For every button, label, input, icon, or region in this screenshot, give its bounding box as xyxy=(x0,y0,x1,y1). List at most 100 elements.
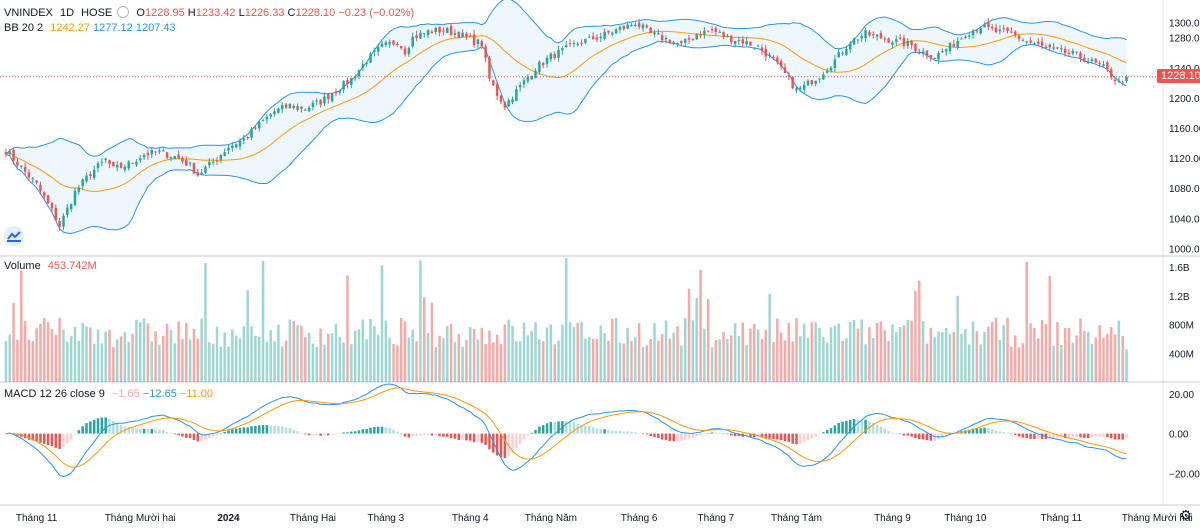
time-tick-label: Tháng Mười hai xyxy=(1122,513,1193,524)
macd-histogram-bar xyxy=(971,428,975,434)
candle-body xyxy=(511,99,514,103)
candle-body xyxy=(50,202,54,209)
time-tick-label: Tháng Tám xyxy=(771,513,822,524)
volume-bar xyxy=(580,321,583,382)
candle-body xyxy=(227,147,230,151)
candle-body xyxy=(265,116,269,120)
candle-body xyxy=(1056,47,1059,49)
macd-histogram-bar xyxy=(438,433,441,437)
candle-body xyxy=(311,102,315,108)
macd-histogram-bar xyxy=(54,433,58,448)
candle-body xyxy=(257,121,261,129)
volume-bar xyxy=(315,347,319,382)
time-tick-label: Tháng 9 xyxy=(874,513,911,524)
volume-bar xyxy=(327,333,330,382)
volume-bar xyxy=(35,328,38,382)
volume-legend[interactable]: Volume 453.742M xyxy=(4,260,97,272)
macd-histogram-bar xyxy=(269,425,272,434)
candle-body xyxy=(438,26,441,33)
candle-body xyxy=(223,152,226,156)
volume-bar xyxy=(461,346,464,382)
macd-histogram-bar xyxy=(541,425,545,434)
candle-body xyxy=(580,42,583,44)
macd-histogram-bar xyxy=(181,433,184,437)
exchange: HOSE xyxy=(81,7,113,19)
macd-histogram-bar xyxy=(292,429,295,434)
macd-histogram-bar xyxy=(733,433,737,437)
volume-bar xyxy=(73,326,77,382)
macd-histogram-bar xyxy=(1083,433,1086,438)
candle-body xyxy=(1090,59,1094,62)
macd-histogram-bar xyxy=(472,433,476,443)
volume-bar xyxy=(772,341,775,382)
candle-body xyxy=(845,48,848,55)
bb-legend[interactable]: BB 20 2 1242.27 1277.12 1207.43 xyxy=(4,22,176,34)
candle-body xyxy=(756,45,760,47)
candle-body xyxy=(549,53,553,60)
candle-body xyxy=(484,46,487,58)
volume-bar xyxy=(31,341,35,382)
volume-bar xyxy=(1106,333,1109,382)
candle-body xyxy=(699,34,702,36)
candle-body xyxy=(614,29,618,34)
volume-bar xyxy=(645,345,649,382)
bollinger-band-lines xyxy=(5,0,1127,234)
candle-body xyxy=(158,150,161,152)
macd-histogram-bar xyxy=(158,429,161,434)
candle-body xyxy=(273,111,276,115)
macd-histogram-bar xyxy=(426,433,430,435)
candle-body xyxy=(35,180,38,183)
macd-histogram-bar xyxy=(776,433,779,440)
volume-bar xyxy=(119,336,123,382)
macd-histogram-bar xyxy=(588,425,591,434)
candle-body xyxy=(622,25,626,29)
macd-histogram-bar xyxy=(718,432,721,434)
candle-body xyxy=(396,43,399,46)
bb-basis-value: 1242.27 xyxy=(50,22,90,34)
price-tick-label: 1120.00 xyxy=(1169,154,1200,165)
candle-body xyxy=(1098,62,1101,65)
macd-histogram-bar xyxy=(185,433,188,438)
volume-bar xyxy=(1044,323,1048,382)
volume-bar xyxy=(557,340,560,382)
macd-histogram-bar xyxy=(837,422,840,434)
macd-histogram-bar xyxy=(85,423,88,434)
volume-bar xyxy=(737,335,741,382)
volume-bar xyxy=(319,328,322,382)
time-tick-label: Tháng 3 xyxy=(368,513,405,524)
volume-bar xyxy=(376,334,380,382)
macd-signal-value: −11.00 xyxy=(179,388,214,400)
volume-bar xyxy=(92,343,96,382)
candle-body xyxy=(987,22,990,27)
volume-bar xyxy=(998,339,1002,382)
macd-histogram-bar xyxy=(422,433,426,436)
macd-histogram-bar xyxy=(273,425,276,434)
macd-histogram-bar xyxy=(373,427,376,434)
gear-icon[interactable]: ⚙ xyxy=(1179,507,1192,523)
volume-tick-label: 400M xyxy=(1169,349,1194,360)
volume-bar xyxy=(910,320,913,382)
volume-bar xyxy=(925,343,929,382)
macd-histogram-bar xyxy=(680,433,683,441)
candle-body xyxy=(284,104,288,108)
candle-body xyxy=(626,24,629,29)
macd-histogram-bar xyxy=(1109,433,1113,439)
volume-bar xyxy=(469,327,472,382)
macd-histogram-bar xyxy=(66,433,69,444)
volume-bar xyxy=(123,332,127,382)
candle-body xyxy=(407,48,411,55)
volume-bar xyxy=(948,333,952,382)
macd-legend[interactable]: MACD 12 26 close 9 −1.65 −12.65 −11.00 xyxy=(4,388,213,400)
volume-bar xyxy=(284,340,288,382)
macd-histogram-bar xyxy=(396,431,399,434)
macd-tick-label: 20.00 xyxy=(1169,390,1194,401)
macd-histogram-bar xyxy=(346,432,349,434)
macd-histogram-bar xyxy=(1113,433,1117,440)
candle-body xyxy=(852,38,856,45)
candle-body xyxy=(599,36,603,39)
candle-body xyxy=(346,80,349,84)
volume-bar xyxy=(1010,346,1013,382)
volume-bar xyxy=(238,338,242,382)
macd-histogram-bar xyxy=(879,426,883,434)
candle-body xyxy=(944,49,948,52)
